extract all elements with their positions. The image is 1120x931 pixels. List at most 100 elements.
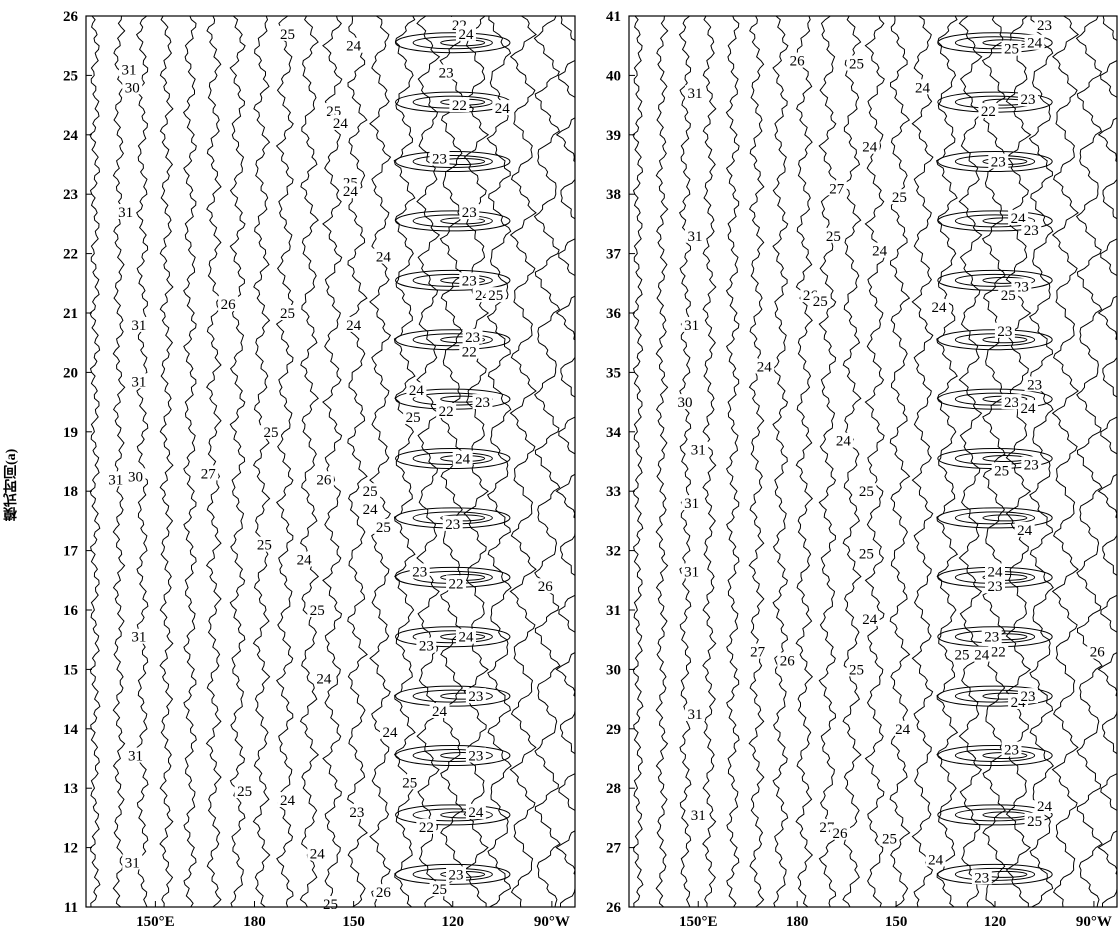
contour-label-bg — [971, 869, 992, 885]
contour-cell — [395, 32, 511, 54]
contour-cell — [412, 333, 493, 347]
contour-label-bg — [277, 792, 298, 808]
contour-label: 23 — [412, 564, 427, 580]
contour-line — [1051, 16, 1080, 907]
y-tick-label: 38 — [606, 187, 621, 203]
contour-label: 25 — [363, 484, 378, 500]
contour-label: 25 — [859, 547, 874, 563]
y-tick-label: 18 — [63, 484, 78, 500]
contour-label-bg — [234, 783, 255, 799]
contour-label: 23 — [1004, 395, 1019, 411]
contour-label-bg — [688, 806, 709, 822]
contour-label-bg — [125, 468, 146, 484]
contour-label-bg — [859, 610, 880, 626]
x-tick-label: 90°W — [1076, 914, 1112, 930]
x-tick-label: 150°E — [136, 914, 175, 930]
plot-frame — [628, 15, 1118, 908]
x-tick-label: 90°W — [534, 914, 570, 930]
contour-label: 24 — [343, 184, 359, 200]
contour-line — [748, 16, 765, 907]
contour-label-bg — [1024, 376, 1045, 392]
contour-label-bg — [379, 723, 400, 739]
contour-cell — [395, 685, 511, 707]
contour-label: 24 — [988, 564, 1004, 580]
contour-label: 25 — [280, 27, 295, 43]
contour-line — [772, 16, 789, 907]
contour-label-bg — [125, 747, 146, 763]
contour-cell — [982, 514, 1028, 522]
contour-label-bg — [455, 25, 476, 41]
contour-label: 25 — [826, 229, 841, 245]
contour-label: 22 — [439, 404, 454, 420]
contour-label: 24 — [458, 27, 474, 43]
contour-cell — [954, 392, 1036, 406]
contour-label-bg — [399, 774, 420, 790]
contour-label-bg — [373, 248, 394, 264]
contour-line — [725, 16, 740, 907]
y-tick-label: 26 — [63, 9, 79, 25]
contour-label: 23 — [1024, 223, 1039, 239]
y-tick-label: 39 — [606, 128, 621, 144]
contour-label-bg — [429, 702, 450, 718]
y-tick-label: 33 — [606, 484, 621, 500]
contour-label: 23 — [1024, 457, 1039, 473]
contour-label-bg — [277, 305, 298, 320]
plot-frame — [85, 15, 576, 908]
contour-label: 23 — [1020, 92, 1035, 108]
contour-label-bg — [472, 394, 493, 410]
contour-label-bg — [869, 242, 890, 258]
contour-label: 23 — [997, 324, 1012, 340]
contour-label: 22 — [991, 645, 1006, 661]
contour-label: 24 — [280, 793, 296, 809]
contour-cell — [395, 448, 511, 470]
contour-label: 23 — [462, 205, 477, 221]
contour-line — [702, 16, 717, 907]
contour-cell — [982, 811, 1028, 819]
contour-label: 23 — [419, 639, 434, 655]
contour-cell — [982, 455, 1028, 463]
contour-line — [322, 16, 343, 907]
contour-label: 25 — [310, 603, 325, 619]
contour-label-bg — [777, 652, 798, 668]
contour-label-bg — [465, 803, 486, 819]
contour-label: 22 — [462, 345, 477, 361]
contour-cell — [937, 745, 1053, 767]
contour-label-bg — [1008, 209, 1029, 225]
contour-label-bg — [681, 495, 702, 511]
contour-label-bg — [846, 55, 867, 71]
contour-label: 24 — [316, 671, 332, 687]
contour-cell — [395, 804, 511, 826]
contour-label: 23 — [988, 579, 1003, 595]
contour-cell — [412, 630, 493, 644]
contour-label-bg — [1034, 798, 1055, 814]
contour-label-bg — [856, 545, 877, 561]
contour-label: 24 — [928, 852, 944, 868]
contour-label-bg — [952, 646, 973, 662]
contour-label-bg — [859, 138, 880, 154]
contour-label-bg — [465, 688, 486, 704]
contour-line — [911, 16, 934, 907]
contour-label: 25 — [994, 463, 1009, 479]
contour-cell — [412, 689, 493, 703]
contour-label-bg — [754, 358, 775, 374]
contour-label: 23 — [1027, 377, 1042, 393]
contour-label: 25 — [280, 306, 295, 322]
contour-label: 26 — [1090, 645, 1106, 661]
contour-cell — [395, 269, 511, 291]
contour-label-bg — [416, 637, 437, 653]
y-tick-label: 15 — [63, 662, 78, 678]
contour-label-bg — [313, 471, 334, 487]
contour-label: 31 — [684, 318, 699, 334]
contour-label-bg — [403, 408, 424, 424]
contour-label-bg — [991, 462, 1012, 478]
contour-label-bg — [684, 85, 705, 101]
contour-label-bg — [459, 272, 480, 288]
contour-label: 31 — [687, 86, 702, 102]
contour-label: 31 — [125, 855, 140, 871]
contour-label-bg — [889, 189, 910, 205]
x-tick-label: 150 — [342, 914, 365, 930]
contour-label: 24 — [495, 101, 511, 117]
contour-label-bg — [330, 114, 351, 130]
contour-label-bg — [912, 79, 933, 95]
contour-label: 27 — [750, 645, 766, 661]
